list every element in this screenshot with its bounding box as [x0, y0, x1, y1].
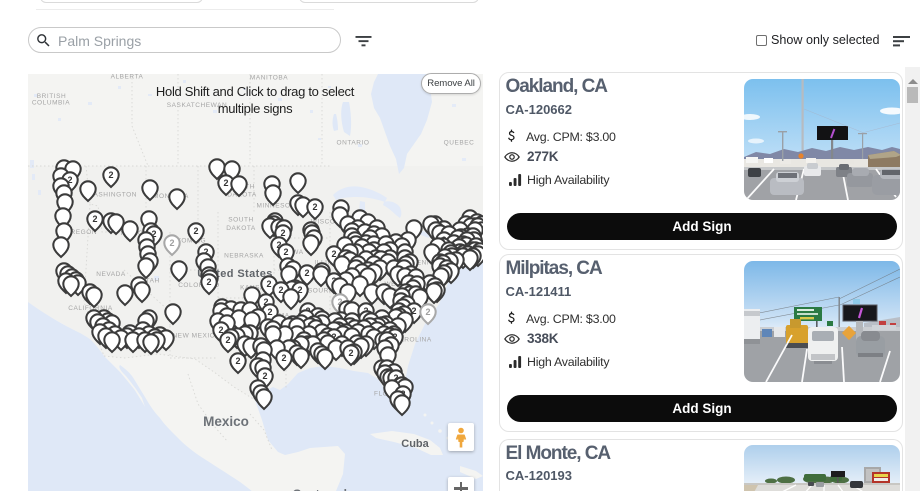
- svg-text:2: 2: [411, 306, 416, 316]
- svg-text:WISCONSIN: WISCONSIN: [311, 219, 354, 226]
- svg-text:2: 2: [280, 228, 285, 238]
- svg-text:2: 2: [283, 247, 288, 257]
- svg-text:2: 2: [266, 279, 271, 289]
- svg-text:2: 2: [278, 285, 283, 295]
- svg-text:2: 2: [206, 277, 211, 287]
- svg-text:WASHINGTON: WASHINGTON: [87, 192, 137, 199]
- svg-text:2: 2: [267, 307, 272, 317]
- svg-text:2: 2: [348, 348, 353, 358]
- svg-text:2: 2: [218, 325, 223, 335]
- svg-text:2: 2: [281, 353, 286, 363]
- svg-text:2: 2: [108, 170, 113, 180]
- svg-text:2: 2: [263, 297, 268, 307]
- svg-text:PENN: PENN: [412, 260, 432, 267]
- svg-text:MINNESOTA: MINNESOTA: [256, 203, 299, 210]
- svg-text:ALBERTA: ALBERTA: [111, 74, 144, 81]
- svg-text:2: 2: [225, 335, 230, 345]
- svg-text:BRITISH: BRITISH: [37, 93, 67, 100]
- svg-text:ONTARIO: ONTARIO: [337, 140, 370, 147]
- svg-text:NEVADA: NEVADA: [96, 271, 126, 278]
- svg-text:2: 2: [262, 371, 267, 381]
- svg-text:2: 2: [92, 214, 97, 224]
- svg-text:NEBRASKA: NEBRASKA: [224, 253, 264, 260]
- svg-text:WEST: WEST: [385, 281, 406, 288]
- svg-text:2: 2: [223, 178, 228, 188]
- svg-text:2: 2: [67, 175, 72, 185]
- svg-text:2: 2: [235, 356, 240, 366]
- svg-text:SASKATCHEWAN: SASKATCHEWAN: [167, 102, 227, 109]
- svg-text:2: 2: [193, 226, 198, 236]
- svg-text:Guatemala: Guatemala: [292, 487, 354, 491]
- svg-text:COLUMBIA: COLUMBIA: [32, 100, 70, 107]
- svg-text:WYOMING: WYOMING: [170, 238, 206, 245]
- svg-text:Cuba: Cuba: [401, 438, 429, 450]
- svg-text:2: 2: [276, 240, 281, 250]
- svg-text:TEXAS: TEXAS: [243, 353, 267, 360]
- svg-text:DAKOTA: DAKOTA: [227, 192, 257, 199]
- svg-text:2: 2: [312, 202, 317, 212]
- svg-text:2: 2: [304, 268, 309, 278]
- svg-text:2: 2: [331, 249, 336, 259]
- svg-text:2: 2: [297, 285, 302, 295]
- svg-text:CALIFORNIA: CALIFORNIA: [68, 305, 113, 312]
- svg-text:CAROLINA: CAROLINA: [394, 337, 432, 344]
- svg-text:2: 2: [169, 238, 174, 248]
- svg-text:SOUTH: SOUTH: [228, 217, 254, 224]
- svg-text:DAKOTA: DAKOTA: [226, 225, 256, 232]
- svg-text:2: 2: [393, 373, 398, 383]
- svg-text:2: 2: [203, 247, 208, 257]
- svg-text:2: 2: [337, 297, 342, 307]
- svg-text:OREGON: OREGON: [65, 229, 97, 236]
- svg-text:2: 2: [151, 229, 156, 239]
- svg-text:2: 2: [425, 307, 430, 317]
- svg-text:NEW MEXICO: NEW MEXICO: [172, 333, 220, 340]
- svg-text:COLORADO: COLORADO: [178, 282, 220, 289]
- svg-text:MANITOBA: MANITOBA: [250, 75, 288, 82]
- svg-text:Mexico: Mexico: [203, 414, 249, 429]
- svg-text:UTAH: UTAH: [140, 278, 159, 285]
- svg-text:MISSOURI: MISSOURI: [295, 288, 332, 295]
- svg-text:QUEBEC: QUEBEC: [444, 140, 475, 147]
